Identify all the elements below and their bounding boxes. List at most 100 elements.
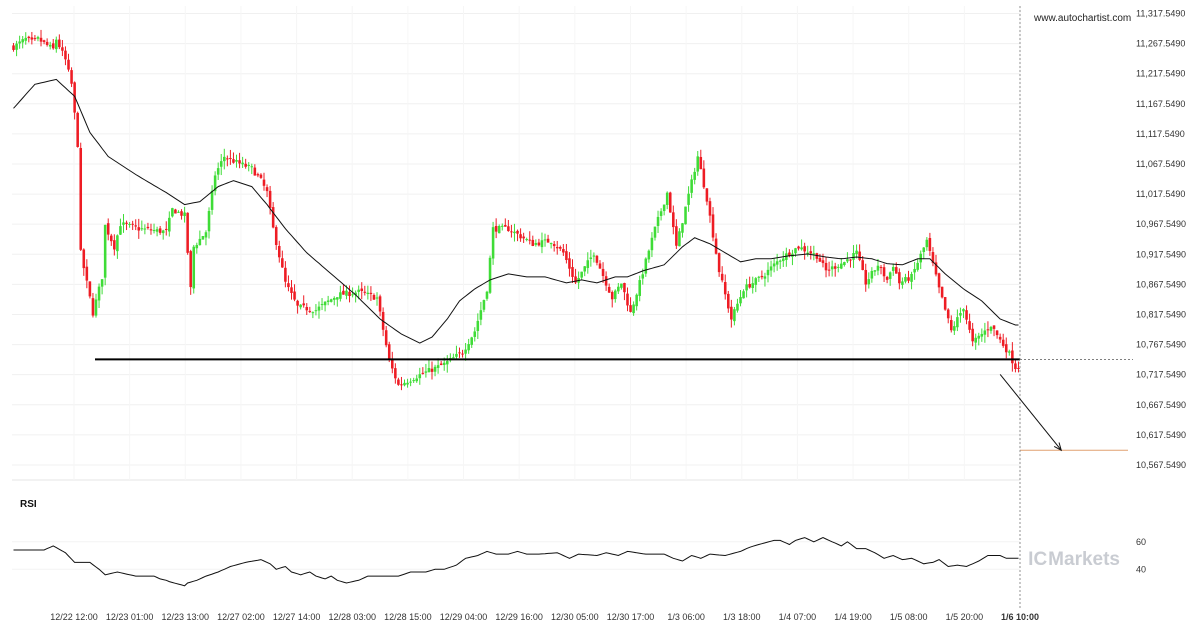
candle-body (284, 267, 287, 282)
candle-body (51, 43, 55, 49)
candle-body (67, 59, 70, 70)
candle-body (760, 275, 764, 278)
candle-body (705, 188, 709, 202)
candle-body (949, 320, 953, 331)
candle-body (345, 290, 348, 296)
candle-body (302, 303, 305, 306)
y-tick-label: 10,717.5490 (1136, 370, 1186, 380)
candle-body (821, 260, 825, 264)
candle-body (15, 43, 18, 50)
site-url[interactable]: www.autochartist.com (1034, 13, 1132, 24)
candle-body (235, 160, 238, 162)
candle-body (846, 259, 849, 262)
candle-body (210, 190, 214, 210)
y-tick-label: 11,117.5490 (1136, 129, 1185, 139)
candle-body (109, 235, 113, 242)
candle-body (812, 253, 816, 255)
candle-body (277, 245, 281, 258)
x-tick-label: 12/23 01:00 (106, 612, 154, 622)
candle-body (684, 206, 687, 225)
x-tick-label: 1/4 19:00 (834, 612, 872, 622)
candle-body (299, 304, 302, 308)
candle-body (70, 70, 73, 84)
candle-body (943, 297, 947, 310)
candle-body (491, 227, 495, 259)
forecast-arrow-head (1053, 442, 1063, 452)
candle-body (617, 286, 620, 292)
candle-body (97, 286, 101, 301)
candle-body (137, 227, 141, 231)
candle-body (332, 297, 336, 300)
candle-body (308, 310, 312, 312)
candle-body (565, 251, 568, 261)
candle-body (18, 41, 21, 44)
candle-body (537, 242, 541, 246)
candle-body (672, 212, 675, 228)
candle-body (256, 174, 260, 176)
candle-body (48, 44, 52, 47)
candle-body (800, 247, 803, 250)
candle-body (458, 352, 461, 354)
candle-body (873, 270, 877, 272)
candle-body (1001, 339, 1005, 346)
candle-body (956, 317, 959, 328)
candle-body (696, 156, 700, 172)
candle-body (427, 368, 431, 373)
candle-body (314, 310, 318, 312)
brand-name: Markets (1048, 549, 1120, 570)
candle-body (714, 238, 718, 254)
candle-body (598, 263, 602, 269)
rsi-title: RSI (20, 499, 37, 510)
candle-body (849, 259, 852, 261)
candle-body (1011, 350, 1014, 364)
candle-body (500, 225, 504, 227)
candle-body (485, 291, 489, 299)
rsi-tick-label: 60 (1136, 537, 1146, 547)
candle-body (775, 261, 779, 265)
candle-body (711, 214, 715, 238)
candle-body (204, 232, 208, 238)
candle-body (644, 258, 648, 274)
candle-body (189, 251, 192, 288)
candle-body (250, 166, 254, 168)
candle-body (757, 276, 761, 278)
candle-body (983, 330, 987, 335)
candle-body (525, 239, 528, 241)
candle-body (888, 272, 892, 279)
candle-body (403, 382, 406, 386)
candle-body (409, 381, 412, 383)
candle-body (436, 365, 440, 368)
candle-body (852, 253, 855, 260)
candle-body (781, 258, 785, 262)
grid-rsi (12, 541, 1020, 570)
rsi-line (13, 537, 1019, 587)
candle-body (232, 159, 235, 163)
candle-body (103, 224, 107, 278)
y-tick-label: 11,267.5490 (1136, 39, 1185, 49)
candle-body (794, 248, 797, 254)
candle-body (113, 240, 116, 250)
candle-body (424, 371, 428, 373)
candle-body (723, 282, 727, 295)
candle-body (494, 225, 498, 232)
candle-body (595, 255, 599, 263)
candle-body (864, 269, 868, 285)
candle-body (476, 320, 480, 332)
candle-body (418, 374, 422, 379)
candle-body (149, 229, 153, 231)
candle-body (653, 226, 657, 238)
grid-main (12, 6, 1021, 481)
candle-body (876, 265, 880, 271)
candle-body (962, 309, 965, 312)
forecast-arrow-line (999, 374, 1062, 451)
candle-body (717, 253, 721, 273)
candle-body (336, 297, 339, 300)
candle-body (855, 250, 858, 255)
y-tick-label: 11,067.5490 (1136, 159, 1185, 169)
candle-body (519, 234, 522, 239)
candle-body (928, 238, 932, 251)
y-tick-label: 11,317.5490 (1136, 8, 1185, 18)
x-tick-label: 12/23 13:00 (162, 612, 210, 622)
candle-body (201, 236, 205, 240)
candle-body (369, 292, 373, 295)
